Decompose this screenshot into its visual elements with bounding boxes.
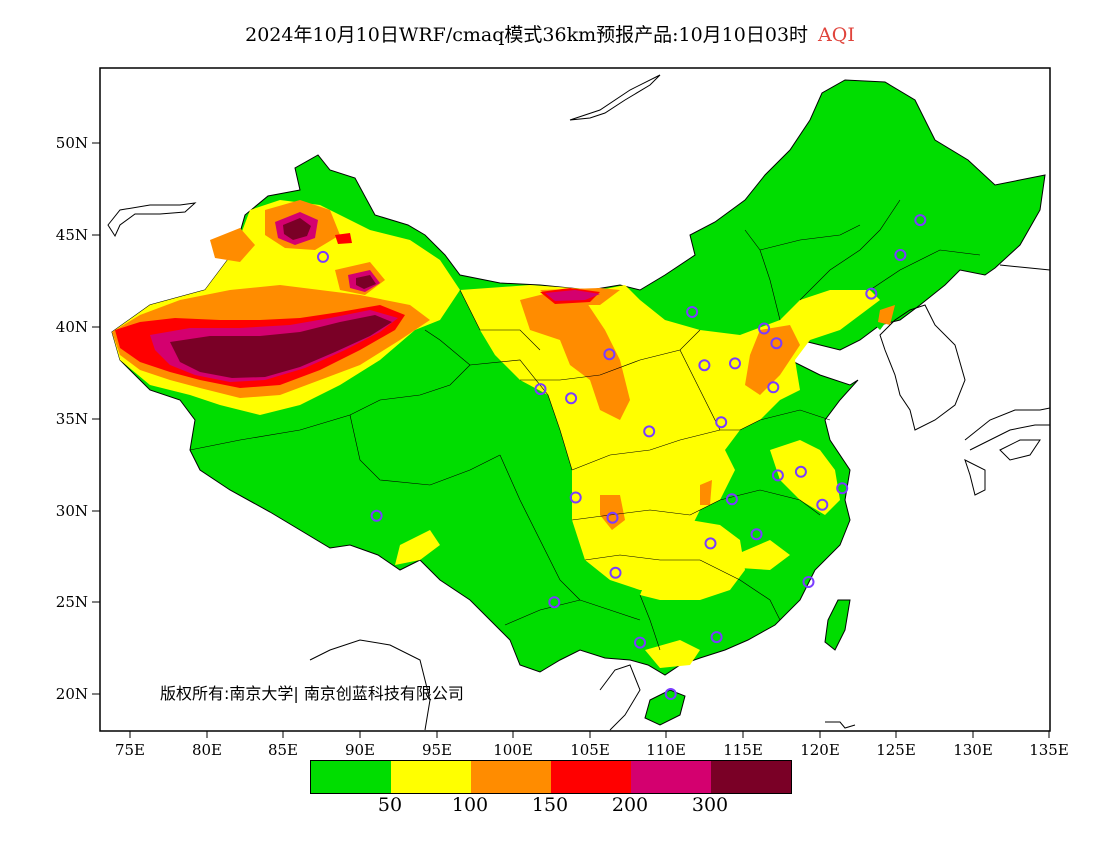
station-marker: [914, 214, 927, 227]
station-marker: [634, 636, 646, 649]
map-title: 2024年10月10日WRF/cmaq模式36km预报产品:10月10日03时 A…: [0, 20, 1100, 47]
zone-usg-west-xj: [210, 228, 255, 262]
lat-axis: [92, 142, 100, 695]
lon-label: 130E: [953, 741, 993, 759]
lon-label: 125E: [876, 741, 916, 759]
station-marker: [794, 465, 807, 478]
station-marker: [802, 576, 815, 588]
legend-swatch-hazardous: [711, 761, 791, 793]
color-legend: [310, 760, 792, 794]
station-marker: [643, 425, 656, 438]
zone-hazardous-taklimakan: [170, 315, 392, 378]
station-marker: [603, 348, 616, 361]
lon-label: 95E: [422, 741, 452, 759]
zone-moderate-patch-3: [395, 530, 440, 565]
legend-swatch-unhealthy: [551, 761, 631, 793]
station-marker: [729, 357, 741, 370]
zone-moderate-patch-1: [735, 540, 790, 570]
lon-label: 85E: [268, 741, 298, 759]
station-marker: [664, 688, 677, 700]
station-marker: [686, 306, 699, 318]
lat-label: 30N: [56, 502, 88, 520]
station-marker: [865, 287, 878, 300]
station-marker: [609, 566, 622, 579]
station-marker: [569, 491, 582, 504]
station-marker: [725, 493, 738, 506]
zone-moderate-coast: [770, 440, 840, 515]
zone-very-unhealthy-north: [545, 290, 600, 301]
station-marker: [750, 528, 763, 541]
legend-label: 100: [451, 794, 489, 816]
lat-label: 35N: [56, 410, 88, 428]
map-content: [107, 74, 1050, 731]
station-marker: [606, 511, 619, 524]
lon-label: 135E: [1029, 741, 1069, 759]
neighbor-coastlines: [107, 74, 1050, 731]
zone-usg-bohai: [745, 325, 800, 395]
station-marker: [704, 537, 717, 550]
lon-labels: 75E 80E 85E 90E 95E 100E 105E 110E 115E …: [115, 741, 1069, 759]
station-marker: [710, 631, 723, 644]
station-markers: [317, 214, 927, 700]
legend-swatch-moderate: [391, 761, 471, 793]
legend-label: 150: [531, 794, 569, 816]
station-marker: [758, 322, 771, 335]
map-frame: [99, 67, 1051, 732]
province-boundaries: [189, 199, 981, 651]
title-variable: AQI: [818, 24, 855, 46]
station-marker: [534, 383, 547, 396]
station-marker: [548, 596, 561, 609]
lon-label: 90E: [345, 741, 375, 759]
legend-swatch-very-unhealthy: [631, 761, 711, 793]
station-marker: [767, 381, 780, 394]
taiwan-island: [824, 599, 851, 651]
station-marker: [317, 250, 329, 263]
station-marker: [770, 337, 783, 350]
lon-label: 115E: [723, 741, 763, 759]
station-marker: [715, 416, 728, 429]
legend-label: 300: [691, 794, 729, 816]
zone-usg-northeast: [878, 305, 895, 325]
legend-swatch-good: [311, 761, 391, 793]
lon-label: 80E: [192, 741, 222, 759]
station-marker: [816, 498, 829, 511]
zone-hazardous-north-xj: [283, 218, 311, 240]
title-main: 2024年10月10日WRF/cmaq模式36km预报产品:10月10日03时: [245, 24, 809, 46]
lat-label: 25N: [56, 593, 88, 611]
zone-hazardous-east-xj: [356, 275, 376, 289]
lat-labels: 50N 45N 40N 35N 30N 25N 20N: [56, 134, 88, 703]
station-marker: [370, 509, 383, 522]
station-marker: [565, 392, 578, 405]
lat-label: 20N: [56, 685, 88, 703]
lon-label: 105E: [570, 741, 610, 759]
lon-axis: [129, 731, 1050, 738]
lon-label: 100E: [493, 741, 533, 759]
zone-usg-loess: [520, 290, 630, 420]
lat-label: 40N: [56, 318, 88, 336]
station-marker: [771, 469, 784, 482]
station-marker: [836, 482, 849, 495]
lat-label: 50N: [56, 134, 88, 152]
legend-label: 50: [377, 794, 403, 816]
legend-label: 200: [611, 794, 649, 816]
zone-unhealthy-xj-patch: [335, 233, 352, 244]
copyright-text: 版权所有:南京大学| 南京创蓝科技有限公司: [160, 684, 464, 703]
lon-label: 120E: [800, 741, 840, 759]
legend-swatch-usg: [471, 761, 551, 793]
station-marker: [894, 249, 907, 261]
zone-usg-hubei: [700, 480, 712, 505]
lat-label: 45N: [56, 226, 88, 244]
lon-label: 110E: [646, 741, 686, 759]
lon-label: 75E: [115, 741, 145, 759]
station-marker: [698, 359, 711, 372]
